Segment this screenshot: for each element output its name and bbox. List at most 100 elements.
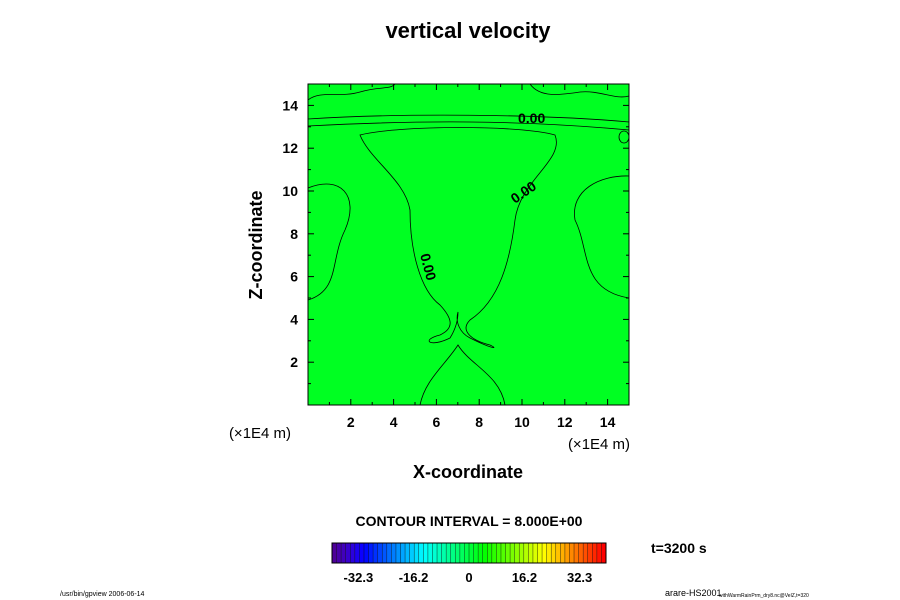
colorbar-cell (418, 543, 424, 563)
contour-line (419, 344, 506, 406)
x-tick-label: 8 (475, 414, 483, 430)
colorbar-cell (455, 543, 460, 563)
footer-right-sub: withWarmRainPrm_dry8.nc@VelZ,t=320 (719, 593, 809, 599)
x-axis-label: X-coordinate (413, 462, 523, 482)
y-ticks: 2 4 6 8 10 12 14 (282, 97, 629, 385)
colorbar-cell (386, 543, 392, 563)
colorbar-cell (473, 543, 479, 563)
colorbar-cell (519, 543, 524, 563)
y-tick-label: 10 (282, 183, 298, 199)
colorbar-cell (459, 543, 465, 563)
colorbar-cell (437, 543, 442, 563)
colorbar-cell (332, 543, 337, 563)
colorbar-cell (583, 543, 588, 563)
colorbar-cell (427, 543, 433, 563)
colorbar (331, 543, 606, 563)
colorbar-cell (350, 543, 355, 563)
colorbar-cell (414, 543, 419, 563)
y-tick-label: 2 (290, 354, 298, 370)
y-unit-label: (×1E4 m) (229, 425, 291, 442)
x-tick-label: 10 (514, 414, 530, 430)
x-unit-label: (×1E4 m) (568, 436, 630, 453)
colorbar-cell (542, 543, 547, 563)
colorbar-cell (564, 543, 570, 563)
contour-label: 0.00 (417, 252, 440, 283)
y-axis-label: Z-coordinate (246, 190, 266, 299)
colorbar-cell (400, 543, 406, 563)
colorbar-cell (551, 543, 556, 563)
colorbar-tick-label: 32.3 (567, 570, 592, 585)
colorbar-cell (546, 543, 552, 563)
colorbar-cell (405, 543, 410, 563)
contour-labels: 0.00 0.00 0.00 (417, 110, 545, 282)
y-tick-label: 6 (290, 269, 298, 285)
colorbar-cell (487, 543, 492, 563)
colorbar-cell (478, 543, 483, 563)
x-tick-label: 12 (557, 414, 573, 430)
colorbar-cell (592, 543, 597, 563)
colorbar-cell (341, 543, 346, 563)
colorbar-cell (382, 543, 387, 563)
y-tick-label: 12 (282, 140, 298, 156)
chart-title: vertical velocity (385, 18, 551, 43)
colorbar-cell (432, 543, 438, 563)
colorbar-cell (391, 543, 396, 563)
colorbar-cell (596, 543, 602, 563)
colorbar-cell (560, 543, 565, 563)
x-tick-label: 14 (600, 414, 616, 430)
colorbar-cell (514, 543, 520, 563)
colorbar-cell (601, 543, 606, 563)
contour-line (359, 127, 557, 349)
colorbar-cell (336, 543, 342, 563)
colorbar-cell (409, 543, 415, 563)
contour-line (307, 83, 396, 101)
colorbar-cell (354, 543, 360, 563)
colorbar-cell (510, 543, 515, 563)
colorbar-cell (441, 543, 447, 563)
contour-lines (307, 83, 630, 406)
y-tick-label: 8 (290, 226, 298, 242)
colorbar-cell (373, 543, 378, 563)
colorbar-cell (496, 543, 501, 563)
colorbar-cell (345, 543, 351, 563)
colorbar-cell (450, 543, 456, 563)
colorbar-cell (574, 543, 579, 563)
colorbar-cell (377, 543, 383, 563)
colorbar-tick-label: 0 (465, 570, 472, 585)
colorbar-cell (363, 543, 369, 563)
colorbar-cell (491, 543, 497, 563)
x-tick-label: 4 (390, 414, 398, 430)
x-ticks: 2 4 6 8 10 12 14 (328, 84, 616, 430)
colorbar-cell (505, 543, 511, 563)
contour-line (307, 183, 351, 301)
colorbar-cell (569, 543, 575, 563)
colorbar-cell (500, 543, 506, 563)
colorbar-tick-label: -16.2 (399, 570, 429, 585)
colorbar-tick-label: -32.3 (344, 570, 374, 585)
contour-interval: CONTOUR INTERVAL = 8.000E+00 (356, 513, 583, 529)
contour-line (307, 114, 630, 123)
colorbar-cell (482, 543, 488, 563)
colorbar-cell (395, 543, 401, 563)
y-tick-label: 4 (290, 311, 298, 327)
x-tick-label: 6 (433, 414, 441, 430)
colorbar-frame (331, 542, 607, 564)
x-tick-label: 2 (347, 414, 355, 430)
colorbar-tick-label: 16.2 (512, 570, 537, 585)
colorbar-cell (587, 543, 593, 563)
colorbar-cell (528, 543, 533, 563)
colorbar-cell (464, 543, 469, 563)
y-tick-label: 14 (282, 97, 298, 113)
contour-line (529, 83, 630, 98)
contour-line (307, 121, 630, 131)
colorbar-cell (523, 543, 529, 563)
time-label: t=3200 s (651, 540, 707, 556)
colorbar-cell (423, 543, 428, 563)
colorbar-cell (469, 543, 474, 563)
footer-left: /usr/bin/gpview 2006-06-14 (60, 591, 145, 598)
colorbar-cell (368, 543, 374, 563)
footer-right-main: arare-HS2001 (665, 588, 722, 598)
colorbar-cell (537, 543, 543, 563)
